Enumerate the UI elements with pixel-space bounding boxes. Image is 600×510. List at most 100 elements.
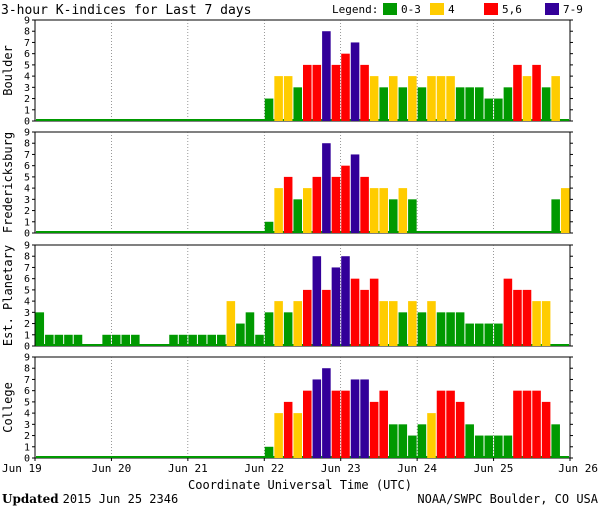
bar [111,334,121,346]
bar [350,42,360,121]
y-tick-label: 8 [24,252,30,263]
y-tick-label: 0 [24,342,30,353]
bar [226,301,236,346]
bar [293,413,302,458]
footer-credit: NOAA/SWPC Boulder, CO USA [417,492,598,506]
bar [503,278,513,346]
bar [541,301,551,346]
bar [331,64,341,121]
bar [341,390,350,458]
bar [283,312,293,346]
bar [436,390,446,458]
bar [312,379,322,458]
bar [494,323,503,346]
bar [274,301,283,346]
y-tick-label: 9 [24,241,30,252]
bar [350,379,360,458]
bar [408,76,417,121]
bar [178,334,188,346]
y-tick-label: 6 [24,161,30,172]
zero-baseline [36,456,569,458]
bar [379,87,388,121]
bar [331,390,341,458]
panel-label: College [1,382,15,433]
y-tick-label: 1 [24,330,30,341]
y-tick-label: 6 [24,274,30,285]
bar [283,76,293,121]
y-tick-label: 1 [24,442,30,453]
bar [436,76,446,121]
y-tick-label: 3 [24,420,30,431]
y-tick-label: 8 [24,139,30,150]
bar [541,87,551,121]
bar [369,401,379,458]
legend-swatch-0-3 [383,3,397,15]
bar [388,76,398,121]
bar [408,199,417,233]
legend-entry-0-3: 0-3 [401,3,421,16]
bar [513,390,522,458]
x-tick-label: Jun 24 [397,462,437,475]
bar [169,334,178,346]
bar [360,379,369,458]
y-tick-label: 3 [24,83,30,94]
bar [303,64,312,121]
bar [293,87,302,121]
bar [274,413,283,458]
y-tick-label: 0 [24,454,30,465]
bar [513,289,522,346]
bar [436,312,446,346]
footer-updated-value: 2015 Jun 25 2346 [63,492,179,506]
x-axis-label: Coordinate Universal Time (UTC) [188,478,412,492]
bar [341,256,350,346]
bar [293,301,302,346]
bar [245,312,255,346]
bar [322,31,331,121]
bar [446,312,455,346]
bar [45,334,54,346]
bar [427,413,436,458]
x-tick-label: Jun 21 [168,462,208,475]
bar [551,424,560,458]
bar [522,289,532,346]
y-tick-label: 9 [24,128,30,139]
bar [446,76,455,121]
bar [474,323,484,346]
zero-baseline [36,231,569,233]
bar [283,401,293,458]
bar [264,446,274,458]
bar [360,64,369,121]
bar [465,87,474,121]
bar [398,424,408,458]
bar [513,64,522,121]
legend-entry-4: 4 [448,3,455,16]
bar [264,98,274,121]
bar [341,53,350,121]
bar [455,87,465,121]
bar [474,435,484,458]
bar [331,267,341,346]
x-tick-label: Jun 25 [474,462,514,475]
bar [532,301,541,346]
bar [64,334,73,346]
y-tick-label: 1 [24,217,30,228]
panel-label: Fredericksburg [1,132,15,233]
bar [312,64,322,121]
bar [293,199,302,233]
bar [312,176,322,233]
y-tick-label: 7 [24,150,30,161]
bar [274,188,283,233]
bar [398,87,408,121]
bar [532,64,541,121]
bar [484,98,494,121]
footer-updated: Updated 2015 Jun 25 2346 [2,492,178,506]
y-tick-label: 2 [24,319,30,330]
panel-label: Est. Planetary [1,245,15,346]
bar [494,435,503,458]
legend-swatch-7-9 [545,3,559,15]
legend-swatch-5,6 [484,3,498,15]
bar [522,76,532,121]
bar [131,334,140,346]
